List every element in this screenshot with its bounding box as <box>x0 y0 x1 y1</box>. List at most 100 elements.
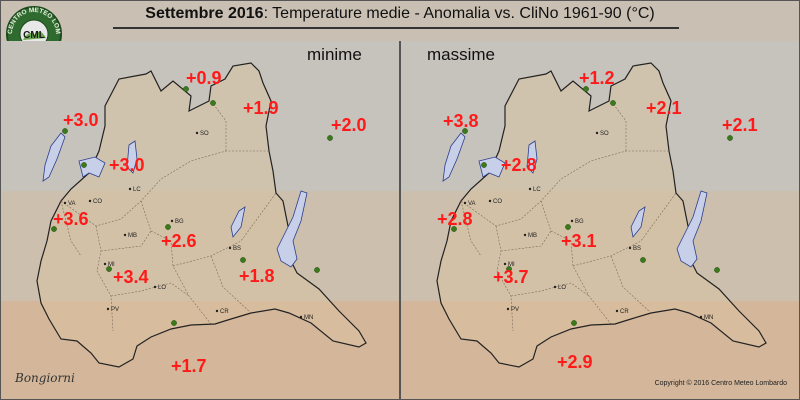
province-border-1 <box>460 150 669 227</box>
city-label-lc: LC <box>133 187 141 193</box>
station-dot-11 <box>571 320 577 326</box>
title-underline <box>113 27 679 29</box>
lake-2 <box>78 156 106 178</box>
city-label-lo: LO <box>158 285 166 291</box>
province-border-2 <box>95 225 114 332</box>
lake-4 <box>630 206 646 238</box>
city-marker-va <box>63 201 67 205</box>
station-dot-10 <box>314 267 320 273</box>
lombardy-region-outline <box>36 62 367 368</box>
province-border-6 <box>500 230 552 252</box>
lombardy-region-outline <box>436 62 767 368</box>
city-label-bs: BS <box>633 246 641 252</box>
city-label-mb: MB <box>128 233 137 239</box>
lake-5 <box>276 190 308 268</box>
station-dot-4 <box>327 135 333 141</box>
city-label-mb: MB <box>528 233 537 239</box>
city-label-lo: LO <box>558 285 566 291</box>
city-label-pv: PV <box>511 307 519 313</box>
city-marker-lo <box>153 285 157 289</box>
station-dot-9 <box>506 266 512 272</box>
city-marker-mb <box>123 233 127 237</box>
panel-label-minime: minime <box>307 45 362 64</box>
province-border-6 <box>100 230 152 252</box>
city-label-pv: PV <box>111 307 119 313</box>
province-border-3 <box>140 200 212 325</box>
anomaly-value-3: +3.0 <box>63 110 99 130</box>
anomaly-value-1: +1.2 <box>579 68 615 88</box>
city-label-bg: BG <box>575 219 584 225</box>
anomaly-value-7: +3.1 <box>561 231 597 251</box>
author-signature: Bongiorni <box>15 371 75 385</box>
station-dot-7 <box>165 224 171 230</box>
title-month: Settembre 2016 <box>145 5 264 22</box>
province-border-1 <box>60 150 269 227</box>
anomaly-value-8: +3.7 <box>493 267 529 287</box>
anomaly-value-6: +2.8 <box>437 209 473 229</box>
station-dot-4 <box>727 135 733 141</box>
anomaly-value-8: +3.4 <box>113 267 149 287</box>
city-marker-pv <box>506 307 510 311</box>
city-marker-cr <box>215 309 219 313</box>
city-label-bg: BG <box>175 219 184 225</box>
city-marker-va <box>463 201 467 205</box>
lake-1 <box>42 132 66 182</box>
city-marker-mi <box>103 262 107 266</box>
panel-label-massime: massime <box>427 45 496 64</box>
station-dot-8 <box>240 257 246 263</box>
copyright-notice: Copyright © 2016 Centro Meteo Lombardo <box>654 380 787 387</box>
logo-abbreviation: CML <box>23 30 45 41</box>
city-marker-bg <box>170 219 174 223</box>
anomaly-value-5: +3.0 <box>109 155 145 175</box>
city-marker-lc <box>128 187 132 191</box>
panel-divider <box>399 41 401 399</box>
anomaly-value-4: +2.1 <box>722 115 758 135</box>
station-dot-5 <box>81 162 87 168</box>
figure-title: Settembre 2016: Temperature medie - Anom… <box>1 5 799 23</box>
station-dot-10 <box>714 267 720 273</box>
station-dot-5 <box>481 162 487 168</box>
province-border-9 <box>610 100 627 151</box>
city-marker-pv <box>106 307 110 311</box>
city-marker-mn <box>699 315 703 319</box>
anomaly-value-2: +1.9 <box>243 98 279 118</box>
province-border-2 <box>495 225 514 332</box>
map-massime: SO LC CO VA BG MB BS MI LO PV CR MN +1.2 +2.1 +3.8 +2.1… <box>401 41 799 399</box>
city-marker-co <box>488 199 492 203</box>
anomaly-value-3: +3.8 <box>443 111 479 131</box>
province-border-3 <box>540 200 612 325</box>
anomaly-value-7: +2.6 <box>161 231 197 251</box>
lake-5 <box>676 190 708 268</box>
city-marker-lo <box>553 285 557 289</box>
city-label-cr: CR <box>620 309 629 315</box>
city-marker-so <box>595 131 599 135</box>
city-label-so: SO <box>200 131 209 137</box>
station-dot-7 <box>565 224 571 230</box>
anomaly-value-1: +0.9 <box>186 68 222 88</box>
province-border-9 <box>210 100 227 151</box>
lake-2 <box>478 156 506 178</box>
anomaly-value-10: +1.7 <box>171 356 207 376</box>
city-label-mn: MN <box>304 315 313 321</box>
anomaly-value-6: +3.6 <box>53 209 89 229</box>
anomaly-value-2: +2.1 <box>646 98 682 118</box>
city-label-va: VA <box>68 201 76 207</box>
city-marker-mb <box>523 233 527 237</box>
city-label-co: CO <box>493 199 502 205</box>
station-dot-3 <box>462 128 468 134</box>
station-dot-1 <box>183 86 189 92</box>
province-border-8 <box>610 255 652 314</box>
station-dot-1 <box>583 86 589 92</box>
station-dot-8 <box>640 257 646 263</box>
city-label-so: SO <box>600 131 609 137</box>
map-minime: SO LC CO VA BG MB BS MI LO PV CR MN +0.9 +1.9 +3.0 +2.0… <box>1 41 400 399</box>
station-dot-2 <box>210 100 216 106</box>
city-label-co: CO <box>93 199 102 205</box>
city-marker-bs <box>628 246 632 250</box>
lake-1 <box>442 132 466 182</box>
city-label-mi: MI <box>108 262 115 268</box>
city-marker-lc <box>528 187 532 191</box>
station-dot-9 <box>106 266 112 272</box>
province-border-8 <box>210 255 252 314</box>
